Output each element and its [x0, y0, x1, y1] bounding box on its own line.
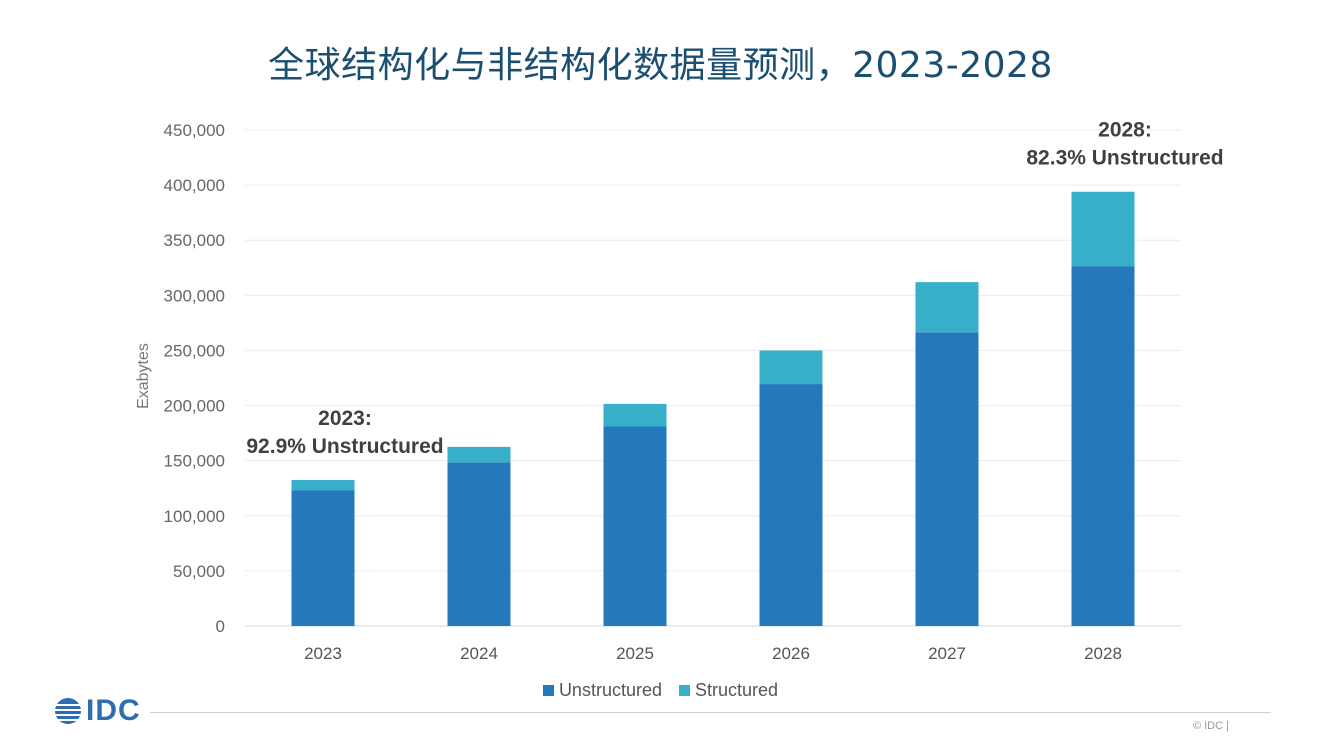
bar-structured-2024: [447, 446, 511, 463]
bar-unstructured-2027: [915, 332, 979, 626]
bar-structured-2026: [759, 350, 823, 385]
y-tick-label: 300,000: [164, 286, 225, 305]
bar-structured-2025: [603, 403, 667, 427]
annotation-year: 2023:: [318, 407, 372, 430]
legend-swatch-unstructured: [542, 685, 554, 696]
bar-unstructured-2023: [291, 490, 355, 626]
x-tick-label: 2025: [616, 644, 654, 663]
legend: Unstructured Structured: [0, 680, 1321, 701]
legend-label-unstructured: Unstructured: [558, 680, 662, 700]
copyright-text: © IDC |: [1192, 720, 1229, 732]
idc-logo: IDC: [54, 694, 141, 728]
bar-unstructured-2025: [603, 426, 667, 626]
x-tick-label: 2028: [1084, 644, 1122, 663]
footer-divider: [150, 712, 1271, 713]
y-tick-label: 100,000: [164, 507, 225, 526]
y-tick-label: 150,000: [164, 452, 225, 471]
x-tick-label: 2024: [460, 644, 498, 663]
annotation-year: 2028:: [1098, 119, 1152, 142]
bar-chart: 0 50,000 100,000 150,000 200,000 250,000 300,0…: [135, 119, 1224, 663]
y-tick-label: 0: [216, 617, 225, 636]
y-tick-label: 450,000: [164, 121, 225, 140]
idc-logo-text: IDC: [86, 694, 141, 727]
bar-structured-2028: [1071, 191, 1135, 267]
legend-item-unstructured: Unstructured: [542, 680, 662, 701]
annotation-share: 92.9% Unstructured: [246, 435, 443, 458]
legend-swatch-structured: [679, 685, 690, 696]
y-tick-label: 400,000: [164, 176, 225, 195]
y-tick-label: 250,000: [164, 341, 225, 360]
bar-unstructured-2024: [447, 462, 511, 626]
bar-structured-2027: [915, 282, 979, 333]
bar-unstructured-2028: [1071, 266, 1135, 626]
y-tick-label: 350,000: [164, 231, 225, 250]
annotation-share: 82.3% Unstructured: [1026, 147, 1223, 170]
y-tick-label: 200,000: [164, 397, 225, 416]
bar-unstructured-2026: [759, 384, 823, 626]
x-tick-label: 2026: [772, 644, 810, 663]
x-tick-label: 2027: [928, 644, 966, 663]
legend-label-structured: Structured: [695, 680, 779, 700]
y-tick-label: 50,000: [173, 562, 225, 581]
chart-title: 全球结构化与非结构化数据量预测，2023-2028: [268, 45, 1053, 86]
x-tick-label: 2023: [304, 644, 342, 663]
y-axis-label: Exabytes: [135, 343, 152, 409]
legend-item-structured: Structured: [679, 680, 778, 701]
bar-structured-2023: [291, 479, 355, 491]
idc-globe-icon: [54, 698, 82, 724]
